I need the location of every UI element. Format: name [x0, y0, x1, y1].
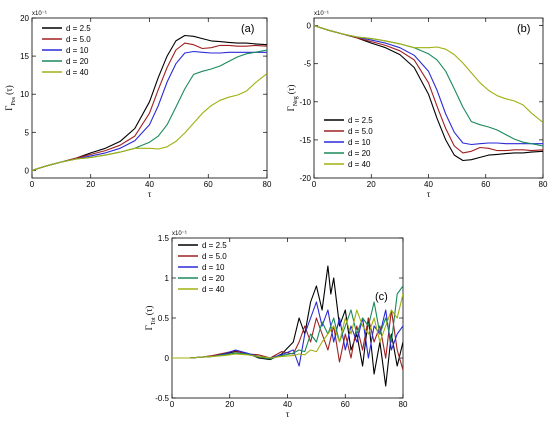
panel-1: 0 20 40 60 80 0 -5 -10 -15 -20 x10⁻¹ τ ΓNeg(τ) d = 2.… [286, 11, 548, 199]
series-line-d20 [172, 285, 403, 360]
legend: d = 2.5 d = 5.0 d = 10 d = 20 d = 40 [324, 116, 373, 169]
y-tick-label: 0 [165, 354, 170, 363]
x-axis-label: τ [286, 409, 290, 419]
x-axis-label: τ [427, 189, 431, 199]
legend-label: d = 20 [66, 57, 89, 66]
y-label-sub: Tot [151, 317, 157, 325]
y-tick-label: 0.5 [158, 314, 170, 323]
y-tick-label: 1.5 [158, 234, 170, 243]
legend-label: d = 10 [202, 263, 225, 272]
legend-label: d = 40 [348, 160, 371, 169]
legend-label: d = 40 [202, 285, 225, 294]
x-tick-label: 0 [312, 180, 317, 189]
panel-label: (c) [375, 291, 388, 303]
y-label-main: Γ [4, 106, 14, 111]
legend-label: d = 5.0 [348, 127, 373, 136]
series-line-d5.0 [32, 42, 267, 171]
series-line-d2.5 [32, 34, 267, 171]
x-tick-label: 0 [170, 400, 175, 409]
legend-label: d = 2.5 [202, 241, 227, 250]
legend-label: d = 5.0 [66, 35, 91, 44]
series-line-d10 [32, 50, 267, 171]
y-tick-label: -5 [304, 60, 312, 69]
legend-label: d = 2.5 [66, 24, 91, 33]
axis-exponent: x10⁻¹ [32, 11, 47, 17]
axis-exponent: x10⁻¹ [314, 11, 329, 17]
y-axis-label: ΓPos(τ) [4, 85, 17, 111]
series-line-d40 [32, 73, 267, 171]
x-tick-label: 60 [341, 400, 350, 409]
legend: d = 2.5 d = 5.0 d = 10 d = 20 d = 40 [42, 24, 91, 77]
series-line-d40 [172, 293, 403, 359]
x-tick-label: 80 [539, 180, 548, 189]
y-tick-label: 1 [165, 274, 170, 283]
series-line-d5.0 [314, 25, 543, 154]
x-tick-label: 40 [283, 400, 292, 409]
x-tick-label: 20 [86, 180, 95, 189]
legend-label: d = 2.5 [348, 116, 373, 125]
axis-exponent: x10⁻¹ [172, 231, 187, 237]
legend-label: d = 40 [66, 68, 89, 77]
y-label-main: Γ [144, 325, 154, 330]
y-label-arg: (τ) [286, 85, 296, 95]
y-label-arg: (τ) [144, 306, 154, 316]
legend-label: d = 5.0 [202, 252, 227, 261]
y-label-main: Γ [286, 106, 296, 111]
x-tick-label: 40 [145, 180, 154, 189]
y-tick-label: 5 [25, 128, 30, 137]
x-tick-label: 80 [399, 400, 408, 409]
y-tick-label: 20 [20, 14, 29, 23]
y-axis-label: ΓTot(τ) [144, 306, 157, 331]
x-axis-label: τ [148, 189, 152, 199]
y-tick-label: -15 [299, 136, 311, 145]
series-line-d10 [172, 301, 403, 367]
y-tick-label: 0 [307, 22, 312, 31]
y-label-sub: Pos [11, 96, 17, 105]
y-tick-label: 0 [25, 166, 30, 175]
x-tick-label: 20 [225, 400, 234, 409]
y-tick-label: 15 [20, 52, 29, 61]
panel-label: (a) [241, 23, 254, 35]
series-line-d40 [314, 25, 543, 123]
series-line-d2.5 [314, 25, 543, 162]
y-tick-label: -10 [299, 98, 311, 107]
series-line-d5.0 [172, 309, 403, 371]
legend-label: d = 20 [202, 274, 225, 283]
x-tick-label: 0 [30, 180, 35, 189]
x-tick-label: 60 [204, 180, 213, 189]
y-tick-label: 10 [20, 90, 29, 99]
panel-label: (b) [517, 23, 530, 35]
legend: d = 2.5 d = 5.0 d = 10 d = 20 d = 40 [178, 241, 227, 294]
series-line-d10 [314, 25, 543, 146]
x-tick-label: 60 [481, 180, 490, 189]
x-tick-label: 40 [424, 180, 433, 189]
y-tick-label: -0.5 [155, 394, 169, 403]
y-axis-label: ΓNeg(τ) [286, 85, 299, 112]
y-label-arg: (τ) [4, 85, 14, 95]
x-tick-label: 80 [263, 180, 272, 189]
x-tick-label: 20 [367, 180, 376, 189]
legend-label: d = 10 [66, 46, 89, 55]
series-line-d2.5 [172, 265, 403, 387]
y-tick-label: -20 [299, 174, 311, 183]
legend-label: d = 20 [348, 149, 371, 158]
y-label-sub: Neg [293, 96, 299, 106]
legend-label: d = 10 [348, 138, 371, 147]
